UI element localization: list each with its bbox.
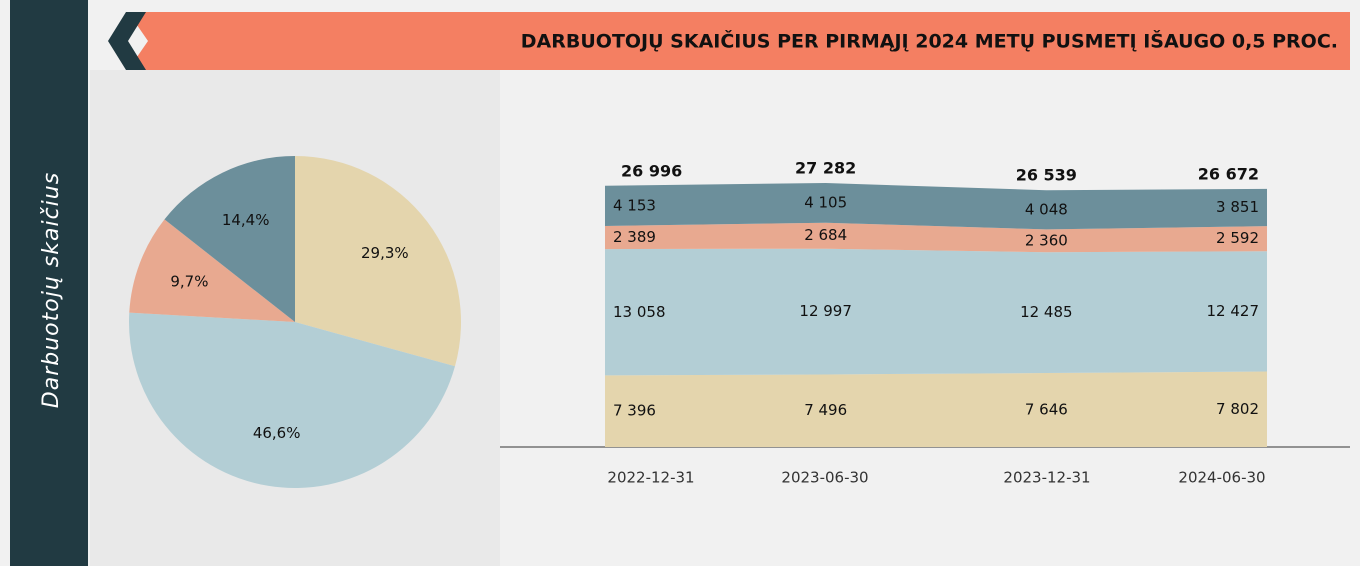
- data-label: 2 684: [804, 226, 847, 244]
- pie-slice: [129, 312, 455, 488]
- data-label: 3 851: [1216, 198, 1259, 216]
- x-tick-label: 2023-06-30: [781, 469, 868, 487]
- pie-label: 29,3%: [361, 244, 409, 262]
- area: [605, 371, 1267, 447]
- x-tick-label: 2023-12-31: [1003, 469, 1090, 487]
- data-label: 2 360: [1025, 231, 1068, 249]
- area: [605, 248, 1267, 376]
- x-tick-label: 2022-12-31: [607, 469, 694, 487]
- data-label: 12 485: [1020, 303, 1073, 321]
- data-label: 13 058: [613, 303, 666, 321]
- total-label: 26 996: [621, 161, 682, 180]
- pie-label: 9,7%: [170, 273, 208, 291]
- data-label: 2 592: [1216, 229, 1259, 247]
- total-label: 27 282: [795, 159, 856, 178]
- sidebar: [10, 0, 88, 566]
- total-label: 26 672: [1198, 164, 1259, 183]
- pie-slice: [164, 156, 295, 322]
- data-label: 2 389: [613, 228, 656, 246]
- data-label: 12 427: [1207, 302, 1260, 320]
- pie-label: 46,6%: [253, 424, 301, 442]
- data-label: 4 153: [613, 196, 656, 214]
- chart-title: DARBUOTOJŲ SKAIČIUS PER PIRMĄJĮ 2024 MET…: [521, 29, 1338, 53]
- area: [605, 222, 1267, 253]
- sidebar-text: Darbuotojų skaičius: [39, 172, 64, 408]
- pie-label: 14,4%: [222, 211, 270, 229]
- banner-chevron: [108, 12, 146, 70]
- x-tick-label: 2024-06-30: [1178, 469, 1265, 487]
- data-label: 7 802: [1216, 400, 1259, 418]
- banner: [128, 12, 1350, 70]
- data-label: 4 105: [804, 193, 847, 211]
- data-label: 12 997: [799, 302, 852, 320]
- pie-slice: [295, 156, 461, 367]
- total-label: 26 539: [1016, 166, 1077, 185]
- pie-slice: [129, 219, 295, 322]
- area: [605, 183, 1267, 230]
- data-label: 7 646: [1025, 401, 1068, 419]
- data-label: 7 496: [804, 401, 847, 419]
- data-label: 7 396: [613, 402, 656, 420]
- data-label: 4 048: [1025, 200, 1068, 218]
